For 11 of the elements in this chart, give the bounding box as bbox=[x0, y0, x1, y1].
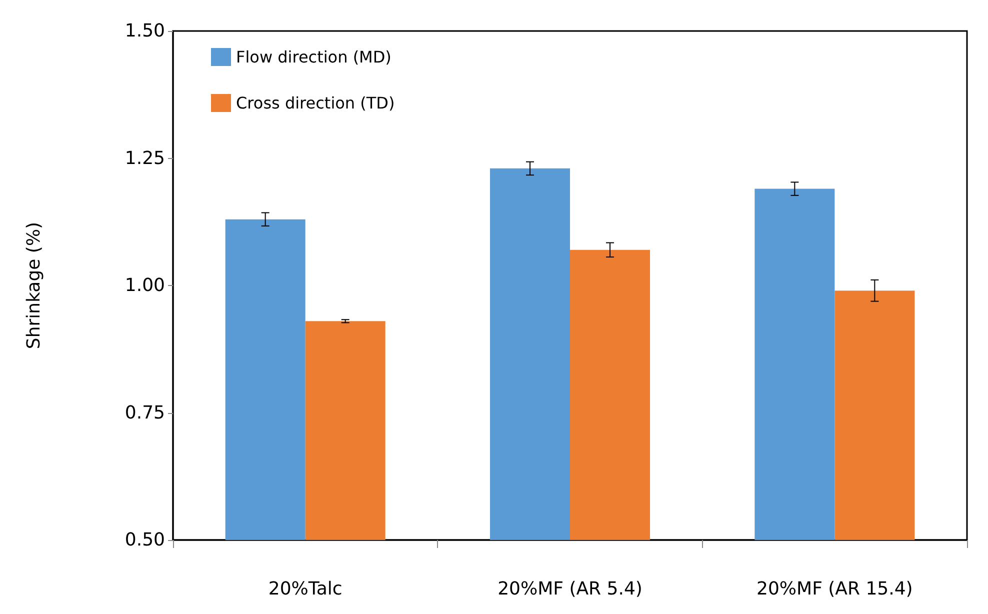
x-tick-label: 20%Talc bbox=[268, 578, 342, 600]
legend-label: Cross direction (TD) bbox=[236, 94, 395, 112]
y-tick-label: 1.25 bbox=[124, 148, 165, 169]
y-tick-label: 0.50 bbox=[124, 530, 165, 550]
y-tick-label: 1.00 bbox=[124, 275, 165, 296]
x-tick-label: 20%MF (AR 15.4) bbox=[756, 578, 913, 600]
x-tick-label: 20%MF (AR 5.4) bbox=[498, 578, 642, 600]
legend-label: Flow direction (MD) bbox=[236, 48, 392, 66]
y-tick-label: 0.75 bbox=[124, 402, 165, 424]
y-tick-label: 1.50 bbox=[124, 20, 165, 42]
y-axis-title: Shrinkage (%) bbox=[24, 222, 44, 350]
